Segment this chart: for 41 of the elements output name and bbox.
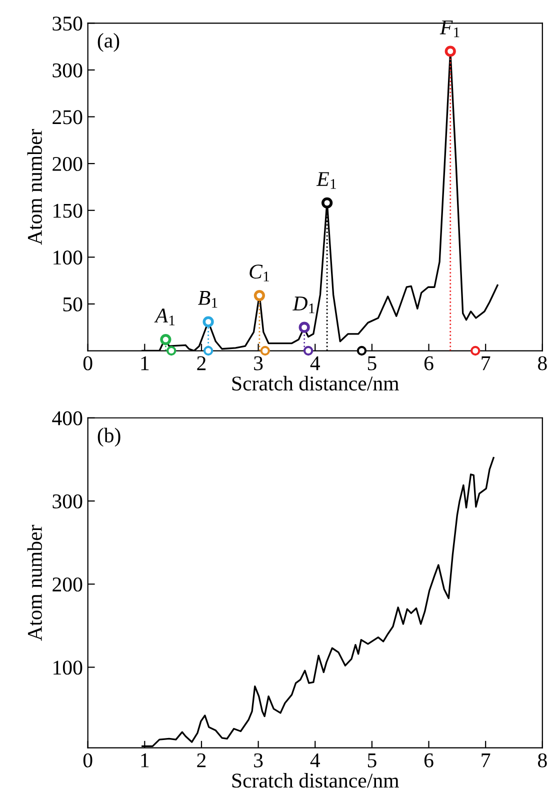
x-tick-label: 5 [368,356,376,370]
x-tick-label: 1 [141,356,149,370]
y-tick-label: 200 [52,577,82,592]
y-tick-label: 50 [63,297,82,312]
x-tick-label: 3 [254,753,263,768]
y-tick-label: 200 [52,156,82,171]
y-tick-label: 100 [54,250,82,265]
x-tick-label: 2 [197,753,206,768]
y-axis-title: Atom number [27,524,42,641]
x-tick-label: 6 [424,753,434,768]
x-tick-label: 0 [83,753,92,768]
x-tick-label: 3 [254,356,263,370]
annotation: B$_{1}$ [198,291,218,308]
y-tick-label: 250 [52,110,82,124]
x-tick-label: 4 [310,356,320,370]
y-axis-title: Atom number [27,129,42,245]
x-axis-title: Scratch distance/nm [232,773,399,788]
annotation: (b) [98,428,120,447]
y-tick-label: 300 [52,63,82,78]
x-tick-label: 8 [538,753,547,768]
annotation: E$_{1}$ [316,172,336,189]
x-tick-label: 5 [368,754,376,768]
x-axis-title: Scratch distance/nm [232,376,399,391]
annotation: F$_{1}$ [440,20,460,38]
x-tick-label: 7 [482,356,490,370]
x-tick-label: 7 [482,754,490,768]
x-tick-label: 2 [197,356,206,370]
y-tick-label: 350 [52,16,82,31]
y-tick-label: 400 [52,411,82,426]
x-tick-label: 6 [424,356,434,370]
annotation: A$_{1}$ [154,308,175,326]
x-tick-label: 0 [83,356,92,370]
y-tick-label: 100 [54,660,82,675]
y-tick-label: 150 [54,204,82,218]
annotation: C$_{1}$ [250,264,269,282]
x-tick-label: 1 [141,753,149,768]
y-tick-label: 300 [52,494,82,508]
annotation: D$_{1}$ [292,296,314,314]
x-tick-label: 8 [538,356,547,370]
annotation: (a) [98,33,120,52]
x-tick-label: 4 [310,753,320,768]
